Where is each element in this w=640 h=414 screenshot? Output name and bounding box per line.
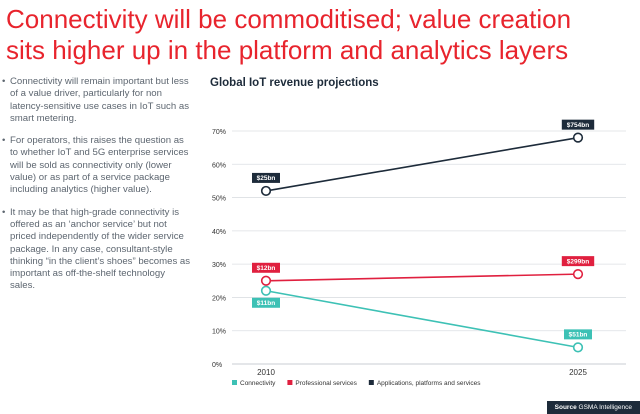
legend-swatch [287,380,293,385]
legend-item: Applications, platforms and services [368,380,481,387]
source-text: GSMA Intelligence [578,404,632,411]
data-label-text: $11bn [257,300,275,307]
bullet-marker: • [2,135,6,147]
data-label-text: $25bn [257,175,276,182]
x-tick-label: 2010 [257,368,275,377]
chart-title: Global IoT revenue projections [210,77,379,89]
series-line [265,289,579,349]
source-note: Source GSMA Intelligence [546,401,640,414]
y-tick-label: 20% [212,295,226,302]
data-label-text: $754bn [567,122,589,129]
y-tick-label: 70% [212,129,226,136]
data-point [572,269,584,280]
data-label-box [252,262,280,273]
bullet-item: • It may be that high-grade connectivity … [2,207,192,293]
y-tick-label: 60% [212,162,226,169]
data-label-box [561,256,595,267]
bullet-text: For operators, this raises the question … [10,135,189,196]
bullet-marker: • [2,206,6,218]
data-label-text: $12bn [257,265,276,272]
bullet-list: • Connectivity will remain important but … [2,76,192,303]
data-label-box [564,329,592,340]
legend-swatch [368,380,374,385]
source-label: Source [554,404,577,411]
y-tick-label: 0% [212,362,222,369]
y-tick-label: 10% [212,329,226,336]
legend-item: Professional services [287,380,358,387]
data-label: $11bn [252,297,280,308]
data-point [260,275,272,286]
data-label: $754bn [561,119,595,130]
data-point [572,132,584,143]
data-label: $299bn [561,256,595,267]
y-tick-label: 30% [212,262,226,269]
bullet-text: It may be that high-grade connectivity i… [10,206,191,292]
y-tick-label: 50% [212,196,226,203]
legend-label: Applications, platforms and services [377,380,481,387]
y-tick-label: 40% [212,229,226,236]
data-label-box [561,119,595,130]
data-label: $25bn [252,172,280,183]
data-point [260,285,272,296]
data-label: $51bn [564,329,592,340]
data-point [260,185,272,197]
data-label-text: $51bn [569,332,588,339]
legend-swatch [232,380,237,385]
series-line [265,136,579,192]
legend-label: Connectivity [240,380,276,387]
bullet-item: • Connectivity will remain important but … [2,76,192,125]
page-title-line-1: Connectivity will be commoditised; value… [6,4,572,34]
page-title: Connectivity will be commoditised; value… [6,4,636,66]
data-label-box [252,172,280,183]
legend-label: Professional services [295,380,357,387]
data-label-box [252,297,280,308]
page-title-line-2: sits higher up in the platform and analy… [6,35,569,65]
data-label-text: $299bn [567,258,589,265]
legend-item: Connectivity [232,380,276,387]
bullet-item: • For operators, this raises the question… [2,135,192,196]
data-label: $12bn [252,262,280,273]
series-line [265,273,579,282]
x-tick-label: 2025 [569,368,587,377]
data-point [572,342,584,353]
bullet-text: Connectivity will remain important but l… [10,76,189,124]
bullet-marker: • [2,76,6,87]
